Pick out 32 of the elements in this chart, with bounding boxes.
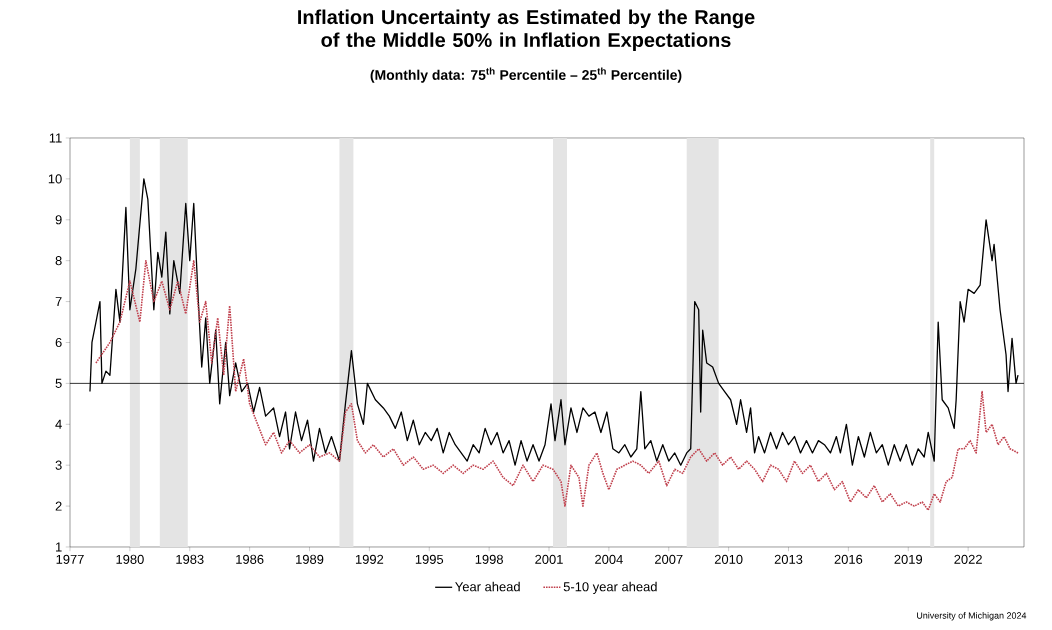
- x-tick-label: 2013: [774, 554, 803, 564]
- x-tick-label: 2019: [894, 554, 923, 564]
- x-tick-label: 2001: [535, 554, 563, 564]
- chart-subtitle: (Monthly data: 75$^{th}$ Percentile – 25$^{th}$ Percentile): [370, 67, 682, 83]
- y-tick-label: 6: [55, 337, 62, 348]
- y-tick-label: 10: [48, 174, 62, 184]
- x-tick-label: 2016: [834, 554, 863, 564]
- y-tick-label: 5: [55, 378, 62, 388]
- x-tick-label: 1977: [56, 554, 84, 564]
- x-tick-label: 2022: [954, 554, 982, 564]
- x-tick-label: 1995: [415, 554, 444, 564]
- y-tick-label: 4: [55, 419, 62, 429]
- x-tick-label: 2010: [714, 554, 743, 564]
- x-tick-label: 1983: [176, 554, 204, 564]
- x-tick-label: 2007: [655, 554, 683, 564]
- x-tick-label: 1980: [116, 554, 144, 564]
- x-tick-label: 1992: [355, 554, 384, 564]
- x-tick-label: 2004: [595, 554, 623, 564]
- y-tick-label: 9: [55, 215, 62, 225]
- y-tick-label: 2: [55, 501, 62, 511]
- x-tick-label: 1986: [236, 554, 264, 564]
- y-tick-label: 1: [56, 542, 62, 552]
- text: University of Michigan 2024: [917, 612, 1027, 621]
- y-tick-label: 3: [55, 460, 62, 470]
- y-tick-label: 8: [55, 256, 62, 266]
- x-tick-label: 1989: [296, 554, 324, 564]
- y-tick-label: 7: [55, 297, 62, 307]
- legend-label: Year ahead: [455, 581, 520, 592]
- y-tick-label: 11: [49, 133, 62, 143]
- chart-title: Inflation Uncertainty as Estimated by the Range of the Middle 50% in Inflation Expectations: [298, 9, 755, 51]
- legend-label: 5-10 year ahead: [563, 581, 657, 594]
- x-tick-label: 1998: [475, 554, 503, 564]
